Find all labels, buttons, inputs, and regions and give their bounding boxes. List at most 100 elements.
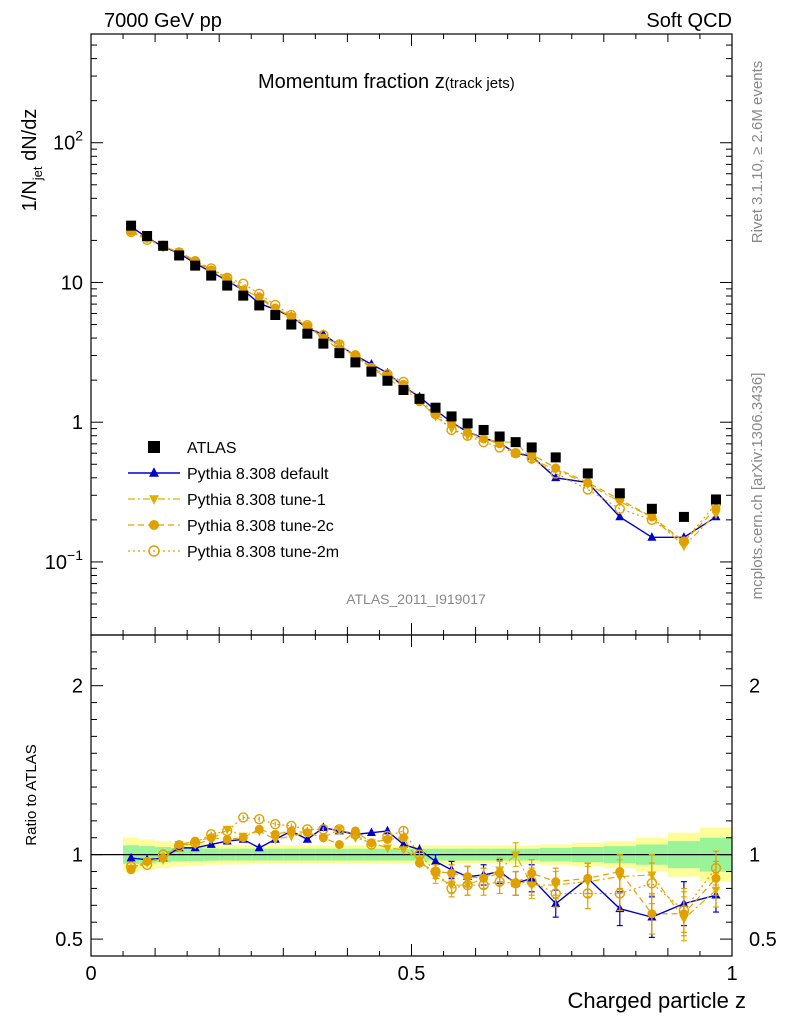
main-point-s2-20 <box>447 425 457 434</box>
ratio-point-s2-18 <box>415 858 425 868</box>
main-point-s0-9 <box>270 310 281 321</box>
ratio-point-s3-20 <box>446 883 457 894</box>
main-ylabel-post: dN/dz <box>19 109 41 167</box>
main-point-s4-29 <box>646 514 658 526</box>
main-point-s2-31 <box>711 510 721 520</box>
ratio-ytick-label-l-2: 2 <box>72 676 83 698</box>
legend-marker-1 <box>149 467 159 477</box>
main-point-s0-24 <box>510 437 521 448</box>
plot-title-main: Momentum fraction <box>258 71 435 93</box>
ratio-point-s2-9 <box>270 829 280 839</box>
main-point-s0-4 <box>190 260 201 271</box>
main-ytick-label-2: 10 <box>61 272 83 294</box>
main-point-s1-26 <box>551 472 561 482</box>
main-point-s3-26 <box>551 463 561 473</box>
ratio-xtick-label-1: 0.5 <box>398 963 426 985</box>
main-point-s0-29 <box>646 503 657 514</box>
ratio-series-layer <box>125 812 722 942</box>
legend-marker-0 <box>148 441 160 453</box>
header-left: 7000 GeV pp <box>104 10 222 32</box>
main-point-s0-31 <box>710 494 721 505</box>
ratio-point-s3-30 <box>678 905 690 916</box>
main-point-s3-30 <box>679 537 689 547</box>
ratio-point-s0-17 <box>398 839 408 848</box>
main-ytick-label-0: 10−1 <box>45 547 83 574</box>
main-point-s4-24 <box>510 448 521 459</box>
ratio-point-s1-16 <box>382 844 392 854</box>
main-point-s3-22 <box>479 434 489 444</box>
ratio-point-s3-26 <box>550 888 561 899</box>
main-point-s0-5 <box>206 270 217 281</box>
ratio-point-s3-28 <box>614 888 626 899</box>
ratio-xtick-label-0: 0 <box>85 963 96 985</box>
main-point-s1-28 <box>615 511 625 521</box>
plot-title-z: z <box>435 71 445 93</box>
ratio-series-line-0 <box>130 826 717 918</box>
main-point-s0-30 <box>678 511 689 522</box>
ratio-point-s3-12 <box>318 824 329 835</box>
main-ylabel-sub: jet <box>30 166 45 181</box>
ratio-xlabel: Charged particle z <box>567 988 746 1013</box>
main-point-s3-23 <box>495 439 505 449</box>
ratio-point-s3-24 <box>510 878 521 889</box>
ratio-point-s0-19 <box>431 856 441 865</box>
ratio-point-s0-11 <box>302 834 312 843</box>
main-point-s0-28 <box>614 488 625 499</box>
ratio-point-s2-12 <box>318 833 328 843</box>
ratio-point-s3-15 <box>366 839 377 850</box>
main-point-s0-11 <box>302 328 313 339</box>
main-point-s0-22 <box>478 424 489 435</box>
ratio-point-s3-31 <box>710 862 722 874</box>
ratio-ytick-label-l-0: 0.5 <box>55 929 83 951</box>
ratio-point-s3-0 <box>125 861 137 872</box>
main-point-s0-8 <box>254 300 265 311</box>
ratio-point-s2-7 <box>238 833 248 843</box>
main-point-s0-13 <box>334 348 345 359</box>
ratio-point-s2-6 <box>222 834 232 844</box>
main-point-s0-2 <box>158 240 169 251</box>
main-ytick-label-3: 102 <box>53 128 83 155</box>
main-point-s0-26 <box>550 452 561 463</box>
main-point-s0-15 <box>366 366 377 377</box>
ratio-point-s2-13 <box>334 839 344 849</box>
main-point-s0-10 <box>286 319 297 330</box>
ratio-point-s3-18 <box>414 849 425 860</box>
main-ytick-label-1: 1 <box>72 412 83 434</box>
main-point-s0-25 <box>526 442 537 453</box>
main-point-s4-22 <box>478 436 489 448</box>
legend-marker-4 <box>148 545 160 557</box>
ratio-point-s3-5 <box>205 829 217 840</box>
main-point-s0-6 <box>222 280 233 291</box>
legend-label-1: Pythia 8.308 default <box>187 466 329 483</box>
main-point-s4-21 <box>462 430 473 441</box>
main-point-s4-28 <box>614 503 626 515</box>
ratio-point-s3-13 <box>334 824 345 835</box>
ratio-ylabel: Ratio to ATLAS <box>23 744 40 845</box>
ratio-point-s0-8 <box>254 842 264 852</box>
main-point-s2-25 <box>527 456 537 465</box>
header-right: Soft QCD <box>646 10 732 32</box>
main-point-s3-21 <box>463 427 473 437</box>
legend-label-2: Pythia 8.308 tune-1 <box>187 492 326 509</box>
ratio-point-s3-14 <box>350 829 361 840</box>
main-point-s3-11 <box>302 321 312 331</box>
legend: ATLAS Pythia 8.308 default Pythia 8.308 tu… <box>128 440 339 561</box>
main-point-s0-23 <box>494 431 505 442</box>
main-point-s0-17 <box>398 385 409 396</box>
main-point-s0-12 <box>318 338 329 349</box>
ratio-ytick-label-r-2: 2 <box>749 676 760 698</box>
ratio-point-s2-11 <box>302 828 312 838</box>
ratio-point-s1-24 <box>511 851 521 860</box>
main-series-layer <box>125 220 722 552</box>
ratio-point-s3-4 <box>189 837 201 849</box>
ratio-point-s3-11 <box>302 824 313 835</box>
ratio-point-s2-0 <box>126 865 136 875</box>
main-point-s3-27 <box>583 478 593 488</box>
side-rivet-label: Rivet 3.1.10, ≥ 2.6M events <box>749 61 766 244</box>
ratio-point-s0-15 <box>366 827 376 837</box>
main-point-s4-9 <box>270 299 281 311</box>
main-point-s4-23 <box>494 442 505 453</box>
ratio-point-s3-7 <box>238 812 249 823</box>
main-series-line-1 <box>130 226 717 539</box>
